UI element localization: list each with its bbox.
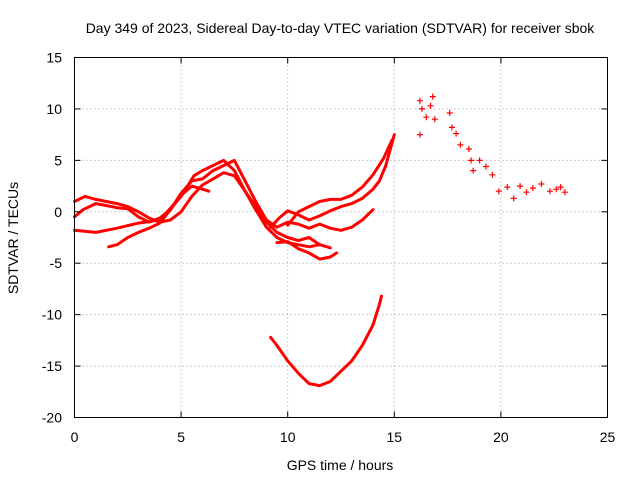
- y-axis-title: SDTVAR / TECUs: [5, 182, 21, 294]
- scatter-point: [468, 157, 475, 164]
- scatter-point: [557, 184, 564, 191]
- y-tick-label: -10: [42, 307, 62, 323]
- scatter-point: [483, 163, 489, 170]
- series-track-4: [107, 184, 211, 249]
- scatter-point: [446, 110, 453, 116]
- series-track-2: [73, 171, 322, 249]
- series-track-3: [73, 158, 375, 232]
- scatter-point: [495, 188, 502, 195]
- x-axis-title: GPS time / hours: [287, 457, 394, 473]
- series-layer: [73, 133, 396, 388]
- scatter-point: [453, 130, 460, 137]
- y-tick-label: -5: [50, 255, 63, 271]
- x-tick-label: 0: [71, 429, 79, 445]
- x-tick-label: 5: [177, 429, 185, 445]
- scatter-point: [529, 185, 536, 192]
- series-track-7: [286, 138, 394, 227]
- scatter-point: [465, 146, 472, 152]
- chart-title: Day 349 of 2023, Sidereal Day-to-day VTE…: [86, 20, 596, 36]
- x-tick-label: 25: [600, 429, 616, 445]
- y-tick-label: 5: [54, 152, 62, 168]
- series-track-6: [269, 133, 396, 229]
- grid: [74, 57, 608, 418]
- x-tick-label: 20: [493, 429, 509, 445]
- scatter-point: [553, 186, 560, 193]
- x-tick-label: 10: [280, 429, 296, 445]
- y-tick-label: 0: [54, 204, 62, 220]
- scatter-point: [489, 171, 496, 178]
- plot-frame: [74, 57, 608, 418]
- scatter-point: [561, 189, 568, 196]
- y-tick-label: -20: [42, 410, 62, 426]
- scatter-point: [457, 141, 464, 148]
- scatter-point: [419, 105, 425, 112]
- y-tick-label: 10: [46, 101, 62, 117]
- series-track-5: [275, 240, 339, 261]
- series-track-8: [269, 294, 383, 388]
- scatter-point: [517, 183, 524, 190]
- x-tick-label: 15: [387, 429, 403, 445]
- scatter-point: [429, 93, 436, 100]
- scatter-point: [423, 114, 430, 121]
- scatter-point: [470, 167, 477, 174]
- scatter-point: [448, 124, 455, 131]
- y-tick-label: -15: [42, 358, 62, 374]
- scatter-point: [523, 189, 530, 196]
- scatter-point: [538, 181, 545, 187]
- scatter-point: [504, 184, 511, 191]
- y-tick-label: 15: [46, 50, 62, 66]
- scatter-point: [416, 97, 423, 104]
- series-track-1: [73, 158, 332, 250]
- scatter-point: [431, 116, 438, 123]
- scatter-point: [416, 131, 423, 138]
- axis-ticks: 0 5 10 15 20 25 -20 -15 -10 -5 0 5 10 15: [42, 50, 616, 446]
- scatter-point: [476, 157, 483, 164]
- scatter-point: [546, 188, 553, 195]
- scatter-point: [510, 195, 517, 202]
- scatter-point: [427, 102, 434, 109]
- scatter-layer: [416, 93, 568, 202]
